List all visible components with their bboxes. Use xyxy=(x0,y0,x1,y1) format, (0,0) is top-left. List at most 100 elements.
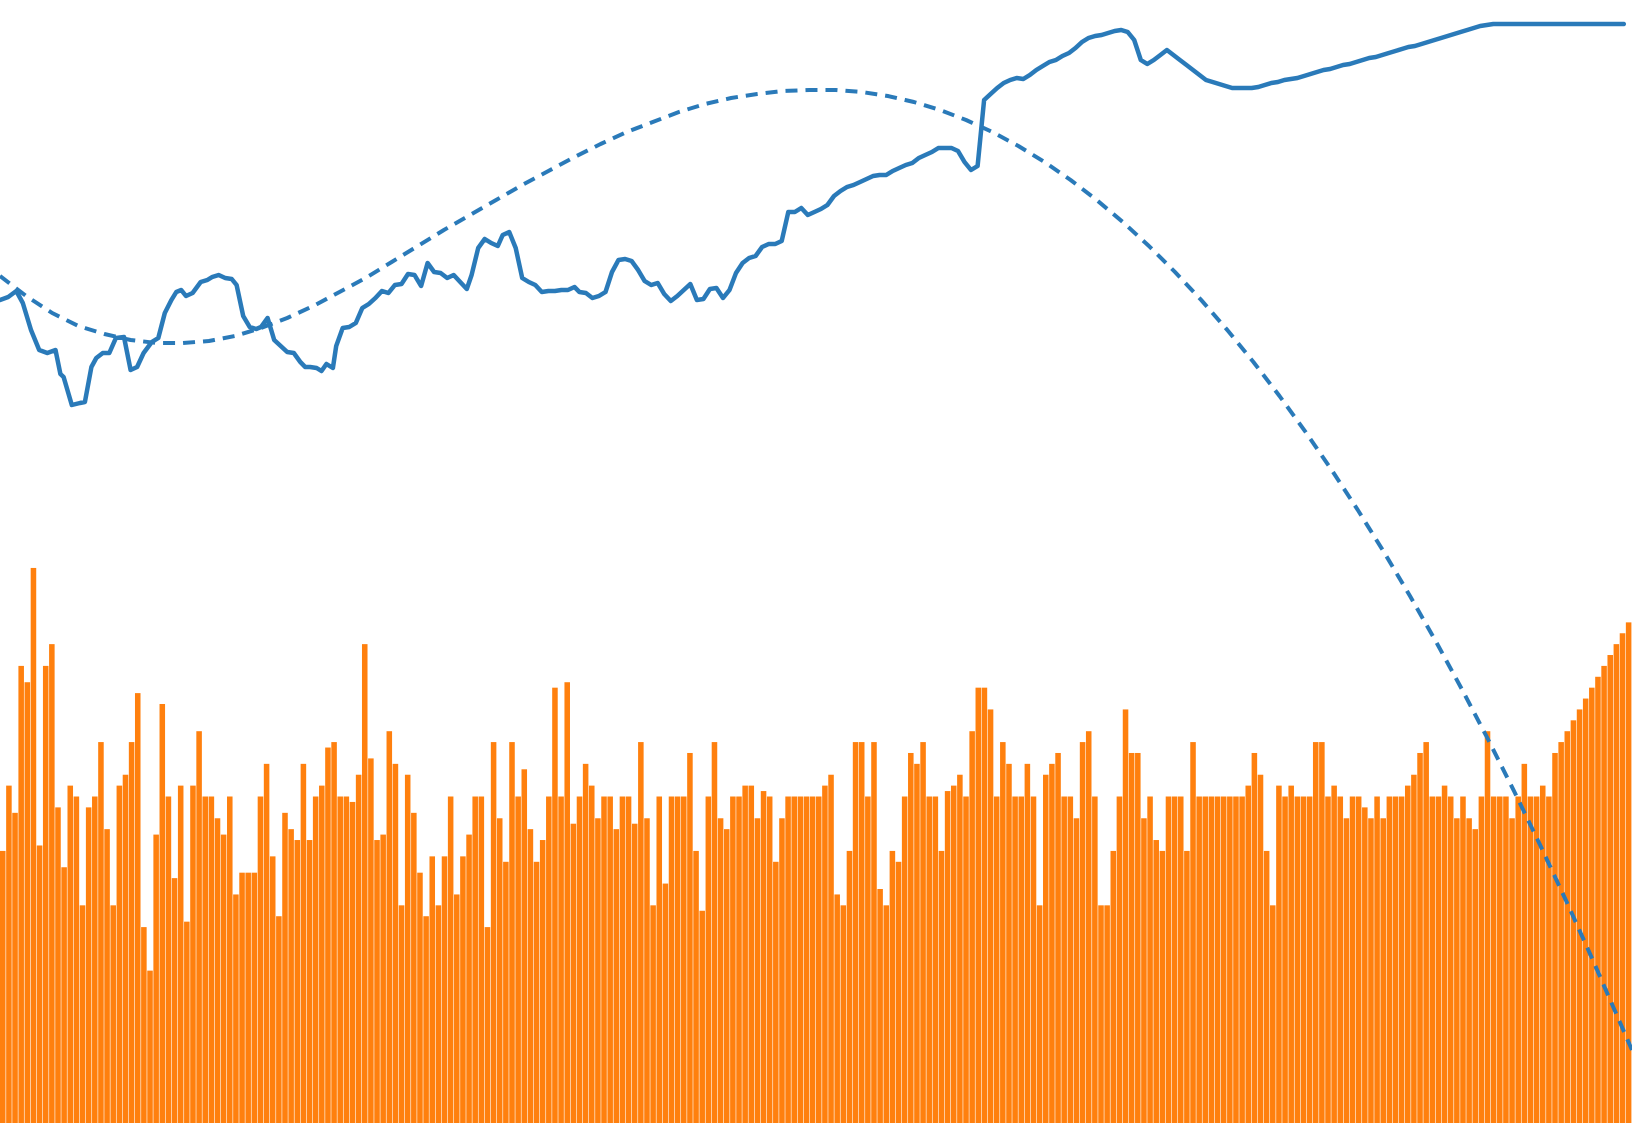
volume-bar xyxy=(773,861,779,1123)
volume-bar xyxy=(1558,742,1564,1123)
volume-bar xyxy=(1018,796,1025,1123)
volume-bar xyxy=(1104,905,1110,1123)
volume-bar xyxy=(1466,818,1472,1123)
volume-bar xyxy=(73,796,80,1123)
volume-bar xyxy=(1098,905,1104,1123)
volume-bar xyxy=(1619,633,1626,1123)
volume-bar xyxy=(828,774,834,1123)
volume-bar xyxy=(171,878,178,1123)
volume-bar xyxy=(1582,698,1589,1123)
volume-bar xyxy=(441,856,448,1123)
volume-bar xyxy=(18,665,24,1123)
volume-bar xyxy=(1220,796,1227,1123)
volume-bar xyxy=(1349,796,1356,1123)
volume-bar xyxy=(1184,850,1190,1123)
volume-bar xyxy=(0,850,6,1123)
volume-bar xyxy=(1276,785,1282,1123)
volume-bar xyxy=(1392,796,1399,1123)
volume-bar xyxy=(883,905,890,1123)
volume-bar xyxy=(723,829,730,1123)
volume-bar xyxy=(981,687,988,1123)
volume-bar xyxy=(1122,709,1129,1123)
volume-bar xyxy=(840,905,847,1123)
volume-bar xyxy=(214,818,221,1123)
volume-bar xyxy=(895,861,902,1123)
volume-bar xyxy=(24,682,31,1123)
volume-bar xyxy=(472,796,478,1123)
trend-line xyxy=(0,88,1632,1051)
volume-bar xyxy=(398,905,405,1123)
volume-bar xyxy=(478,796,485,1123)
volume-bar xyxy=(1202,796,1209,1123)
volume-bar xyxy=(521,769,528,1123)
volume-bar xyxy=(239,872,245,1123)
volume-bar xyxy=(1177,796,1184,1123)
volume-bar xyxy=(1417,752,1423,1123)
volume-bar xyxy=(288,829,294,1123)
volume-bar xyxy=(36,845,43,1123)
volume-bar xyxy=(1533,796,1540,1123)
volume-bar xyxy=(325,747,331,1123)
volume-bar xyxy=(61,867,67,1123)
volume-bar xyxy=(1171,796,1178,1123)
volume-bar xyxy=(619,796,626,1123)
volume-bar xyxy=(349,801,356,1123)
volume-bar xyxy=(527,829,534,1123)
volume-bar xyxy=(668,796,675,1123)
volume-bar xyxy=(1343,818,1350,1123)
volume-bar xyxy=(1245,785,1252,1123)
volume-bar xyxy=(1214,796,1221,1123)
volume-bar xyxy=(1196,796,1202,1123)
volume-bar xyxy=(582,763,589,1123)
volume-bar xyxy=(546,796,552,1123)
volume-bar xyxy=(276,916,282,1123)
volume-bar xyxy=(1337,796,1344,1123)
volume-bar xyxy=(1380,818,1386,1123)
volume-bar xyxy=(1116,796,1123,1123)
volume-bar xyxy=(932,796,939,1123)
volume-bar xyxy=(1257,774,1264,1123)
volume-bar xyxy=(1355,796,1362,1123)
volume-bar xyxy=(429,856,436,1123)
volume-bar xyxy=(987,709,994,1123)
volume-bar xyxy=(337,796,343,1123)
volume-bar xyxy=(957,774,963,1123)
volume-bar xyxy=(368,758,374,1123)
volume-bar xyxy=(116,785,123,1123)
volume-bar xyxy=(202,796,209,1123)
volume-bar xyxy=(908,752,914,1123)
volume-bar xyxy=(926,796,932,1123)
volume-bar xyxy=(791,796,797,1123)
volume-bar xyxy=(693,850,699,1123)
volume-bar xyxy=(165,796,172,1123)
volume-bar xyxy=(386,731,393,1123)
volume-bar xyxy=(417,872,423,1123)
volume-bar xyxy=(1411,774,1417,1123)
volume-bar xyxy=(496,818,503,1123)
volume-bar xyxy=(1527,796,1534,1123)
volume-bar xyxy=(1478,796,1485,1123)
volume-bar xyxy=(1055,752,1061,1123)
volume-bar xyxy=(435,905,442,1123)
volume-bars xyxy=(0,567,1632,1123)
volume-bar xyxy=(938,850,945,1123)
volume-bar xyxy=(816,796,822,1123)
volume-bar xyxy=(515,796,521,1123)
volume-bar xyxy=(1472,829,1479,1123)
volume-bar xyxy=(950,785,957,1123)
volume-bar xyxy=(374,840,380,1123)
volume-bar xyxy=(1625,622,1632,1123)
volume-bar xyxy=(1404,785,1411,1123)
volume-bar xyxy=(1092,796,1098,1123)
volume-bar xyxy=(269,856,276,1123)
volume-bar xyxy=(558,796,564,1123)
volume-bar xyxy=(490,742,497,1123)
volume-bar xyxy=(1251,752,1258,1123)
volume-bar xyxy=(454,894,460,1123)
volume-bar xyxy=(1613,644,1620,1123)
volume-bar xyxy=(1043,774,1049,1123)
volume-bar xyxy=(1190,742,1196,1123)
volume-bar xyxy=(1006,763,1012,1123)
volume-bar xyxy=(1024,763,1031,1123)
volume-bar xyxy=(153,834,159,1123)
